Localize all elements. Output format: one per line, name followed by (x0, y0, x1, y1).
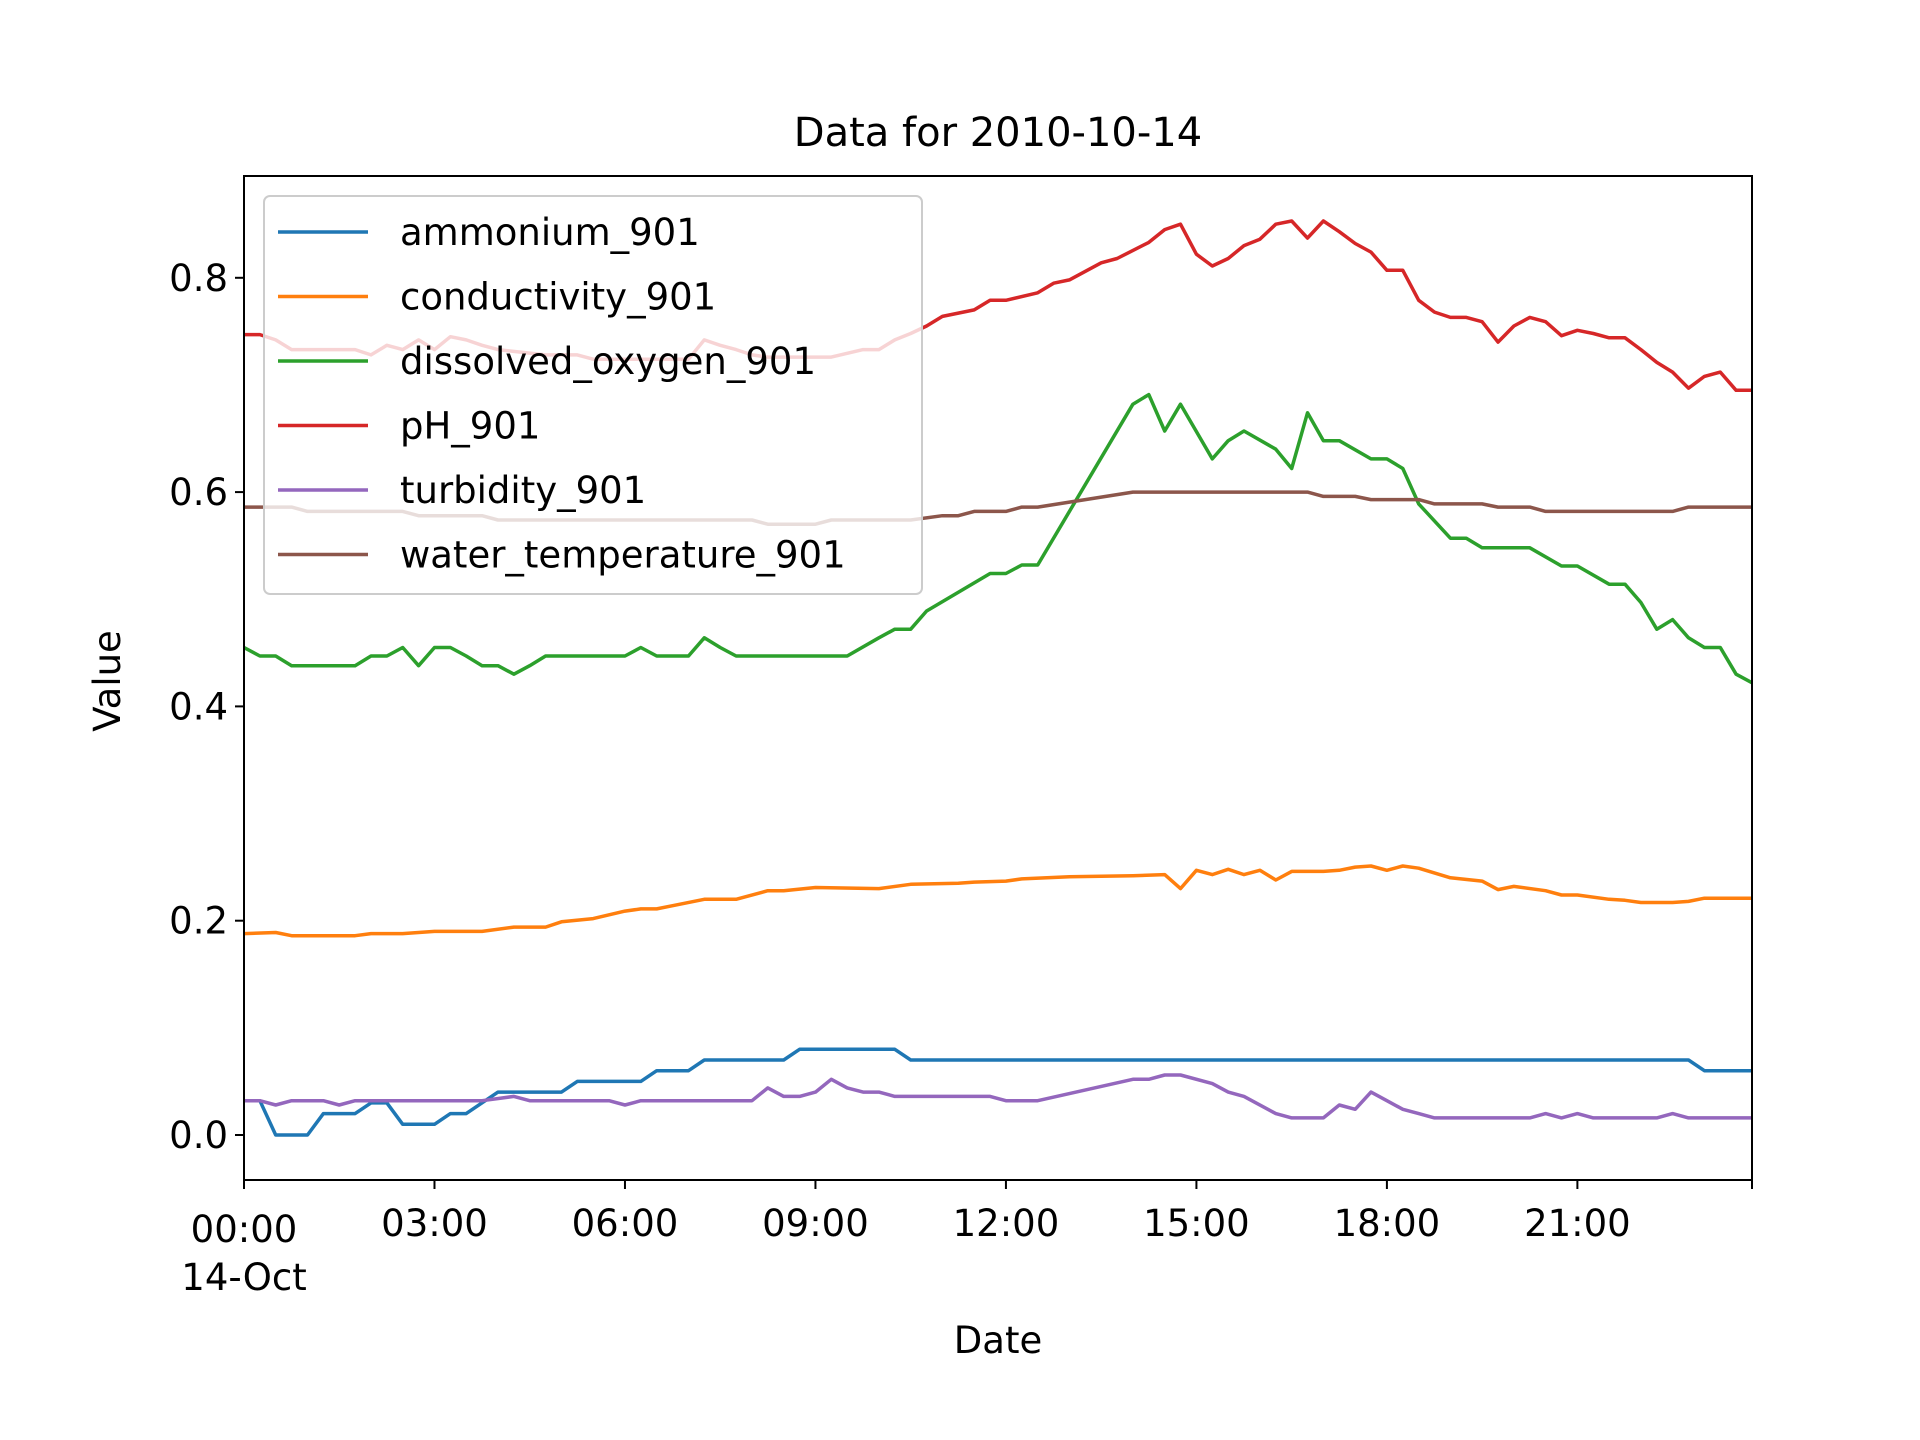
series-line-turbidity_901 (244, 1073, 1752, 1120)
x-tick-label: 06:00 (572, 1202, 679, 1245)
x-tick-label: 15:00 (1143, 1202, 1250, 1245)
x-tick-label: 09:00 (762, 1202, 869, 1245)
y-tick-label: 0.6 (169, 471, 228, 514)
legend-label: pH_901 (400, 405, 540, 448)
y-axis-label: Value (86, 630, 129, 732)
series-line-conductivity_901 (244, 864, 1752, 938)
y-tick-label: 0.4 (169, 685, 228, 728)
series-line-ammonium_901 (244, 1047, 1752, 1137)
legend-label: conductivity_901 (400, 276, 716, 319)
series-line-dissolved_oxygen_901 (244, 392, 1752, 685)
plot-frame (243, 175, 1753, 1181)
legend: ammonium_901 conductivity_901 dissolved_ox… (263, 195, 923, 595)
legend-label: dissolved_oxygen_901 (400, 340, 816, 383)
x-tick-label: 00:00 (191, 1208, 298, 1251)
chart-title: Data for 2010-10-14 (794, 110, 1202, 156)
x-tick-label: 21:00 (1524, 1202, 1631, 1245)
y-tick-label: 0.2 (169, 900, 228, 943)
axes-layer: 0.0 0.2 0.4 0.6 0.8 00:00 14-Oct 03:00 06:00 09:0… (169, 175, 1753, 1299)
legend-label: ammonium_901 (400, 211, 700, 254)
legend-box (263, 195, 923, 595)
x-tick-label: 12:00 (953, 1202, 1060, 1245)
legend-label: turbidity_901 (400, 469, 646, 512)
x-tick-sublabel: 14-Oct (181, 1256, 306, 1299)
x-tick-label: 18:00 (1334, 1202, 1441, 1245)
legend-label: water_temperature_901 (400, 534, 846, 577)
y-tick-label: 0.8 (169, 257, 228, 300)
x-axis-label: Date (954, 1319, 1042, 1362)
x-tick-label: 03:00 (381, 1202, 488, 1245)
y-tick-label: 0.0 (169, 1114, 228, 1157)
